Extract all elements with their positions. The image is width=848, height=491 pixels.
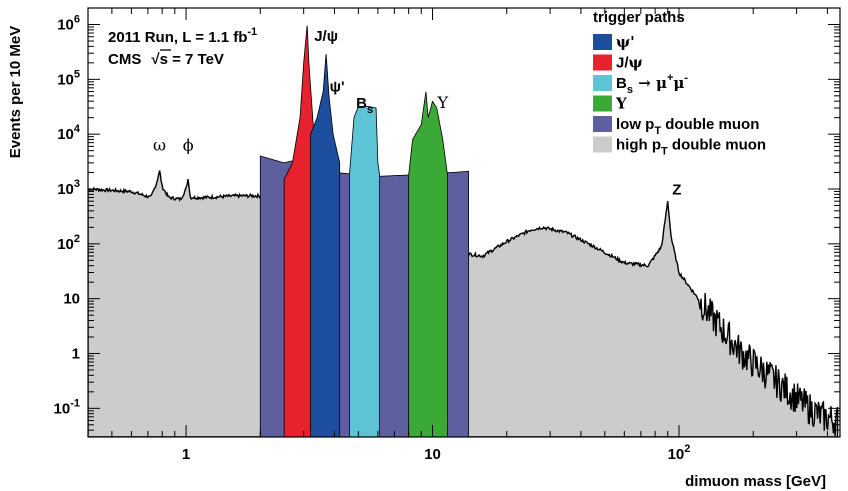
legend-label-jpsi: J/ψ [616,54,643,72]
legend-swatch-jpsi [593,54,612,71]
legend-label-bs: Bs → μ+μ- [616,72,688,96]
legend-label-psi2s: ψ' [616,33,635,51]
x-tick-label: 102 [668,443,691,463]
x-tick-label: 10 [424,446,441,463]
run-annotation: 2011 Run, L = 1.1 fb-1 [108,26,257,46]
y-tick-label: 10 [63,291,80,308]
run-sup: -1 [247,26,257,38]
energy-text: s = 7 TeV [160,51,224,68]
y-tick-label: 105 [57,68,80,88]
legend-swatch-lowpt [593,116,612,132]
y-tick-label: 102 [57,233,80,253]
sqrt-symbol: √ [151,51,160,68]
legend-swatch-upsilon [593,95,612,112]
legend-swatch-psi2s [593,34,612,50]
legend-label-lowpt: low pT double muon [616,116,759,137]
legend-title: trigger paths [593,9,685,26]
peak-label: J/ψ [314,28,338,45]
legend-label-highpt: high pT double muon [616,137,766,158]
peak-label: Υ [436,93,448,112]
peak-label: ϕ [183,136,194,155]
peak-label: Bs [356,95,373,116]
y-tick-label: 1 [72,345,80,362]
y-tick-label: 104 [57,123,81,143]
cms-annotation: CMS √s = 7 TeV [108,51,224,68]
y-tick-label: 106 [57,14,80,34]
series-bs-to-mumu [349,106,381,437]
peak-label: ω [153,136,166,155]
ticks-layer: 10-1 1 10 102 103 104 105 106 1 10 102 [54,7,840,463]
peak-label: ψ' [330,79,345,96]
series-upsilon [408,91,448,437]
legend-swatch-bs [593,75,612,91]
y-tick-label: 10-1 [54,397,80,417]
y-axis-label: Events per 10 MeV [7,26,24,159]
plot-frame [87,7,841,438]
series-psi- [310,54,341,437]
cms-text: CMS [108,51,141,68]
legend-swatch-highpt [593,136,612,153]
peak-labels: ω ϕ J/ψ ψ' Bs Υ Z [153,28,681,198]
series-layer [88,25,839,437]
legend-label-upsilon: Υ [615,95,627,113]
y-tick-label: 103 [57,178,80,198]
peak-label: Z [672,181,681,198]
x-tick-label: 1 [182,446,190,463]
run-text: 2011 Run, L = 1.1 fb [108,29,247,46]
x-axis-label: dimuon mass [GeV] [685,473,826,490]
